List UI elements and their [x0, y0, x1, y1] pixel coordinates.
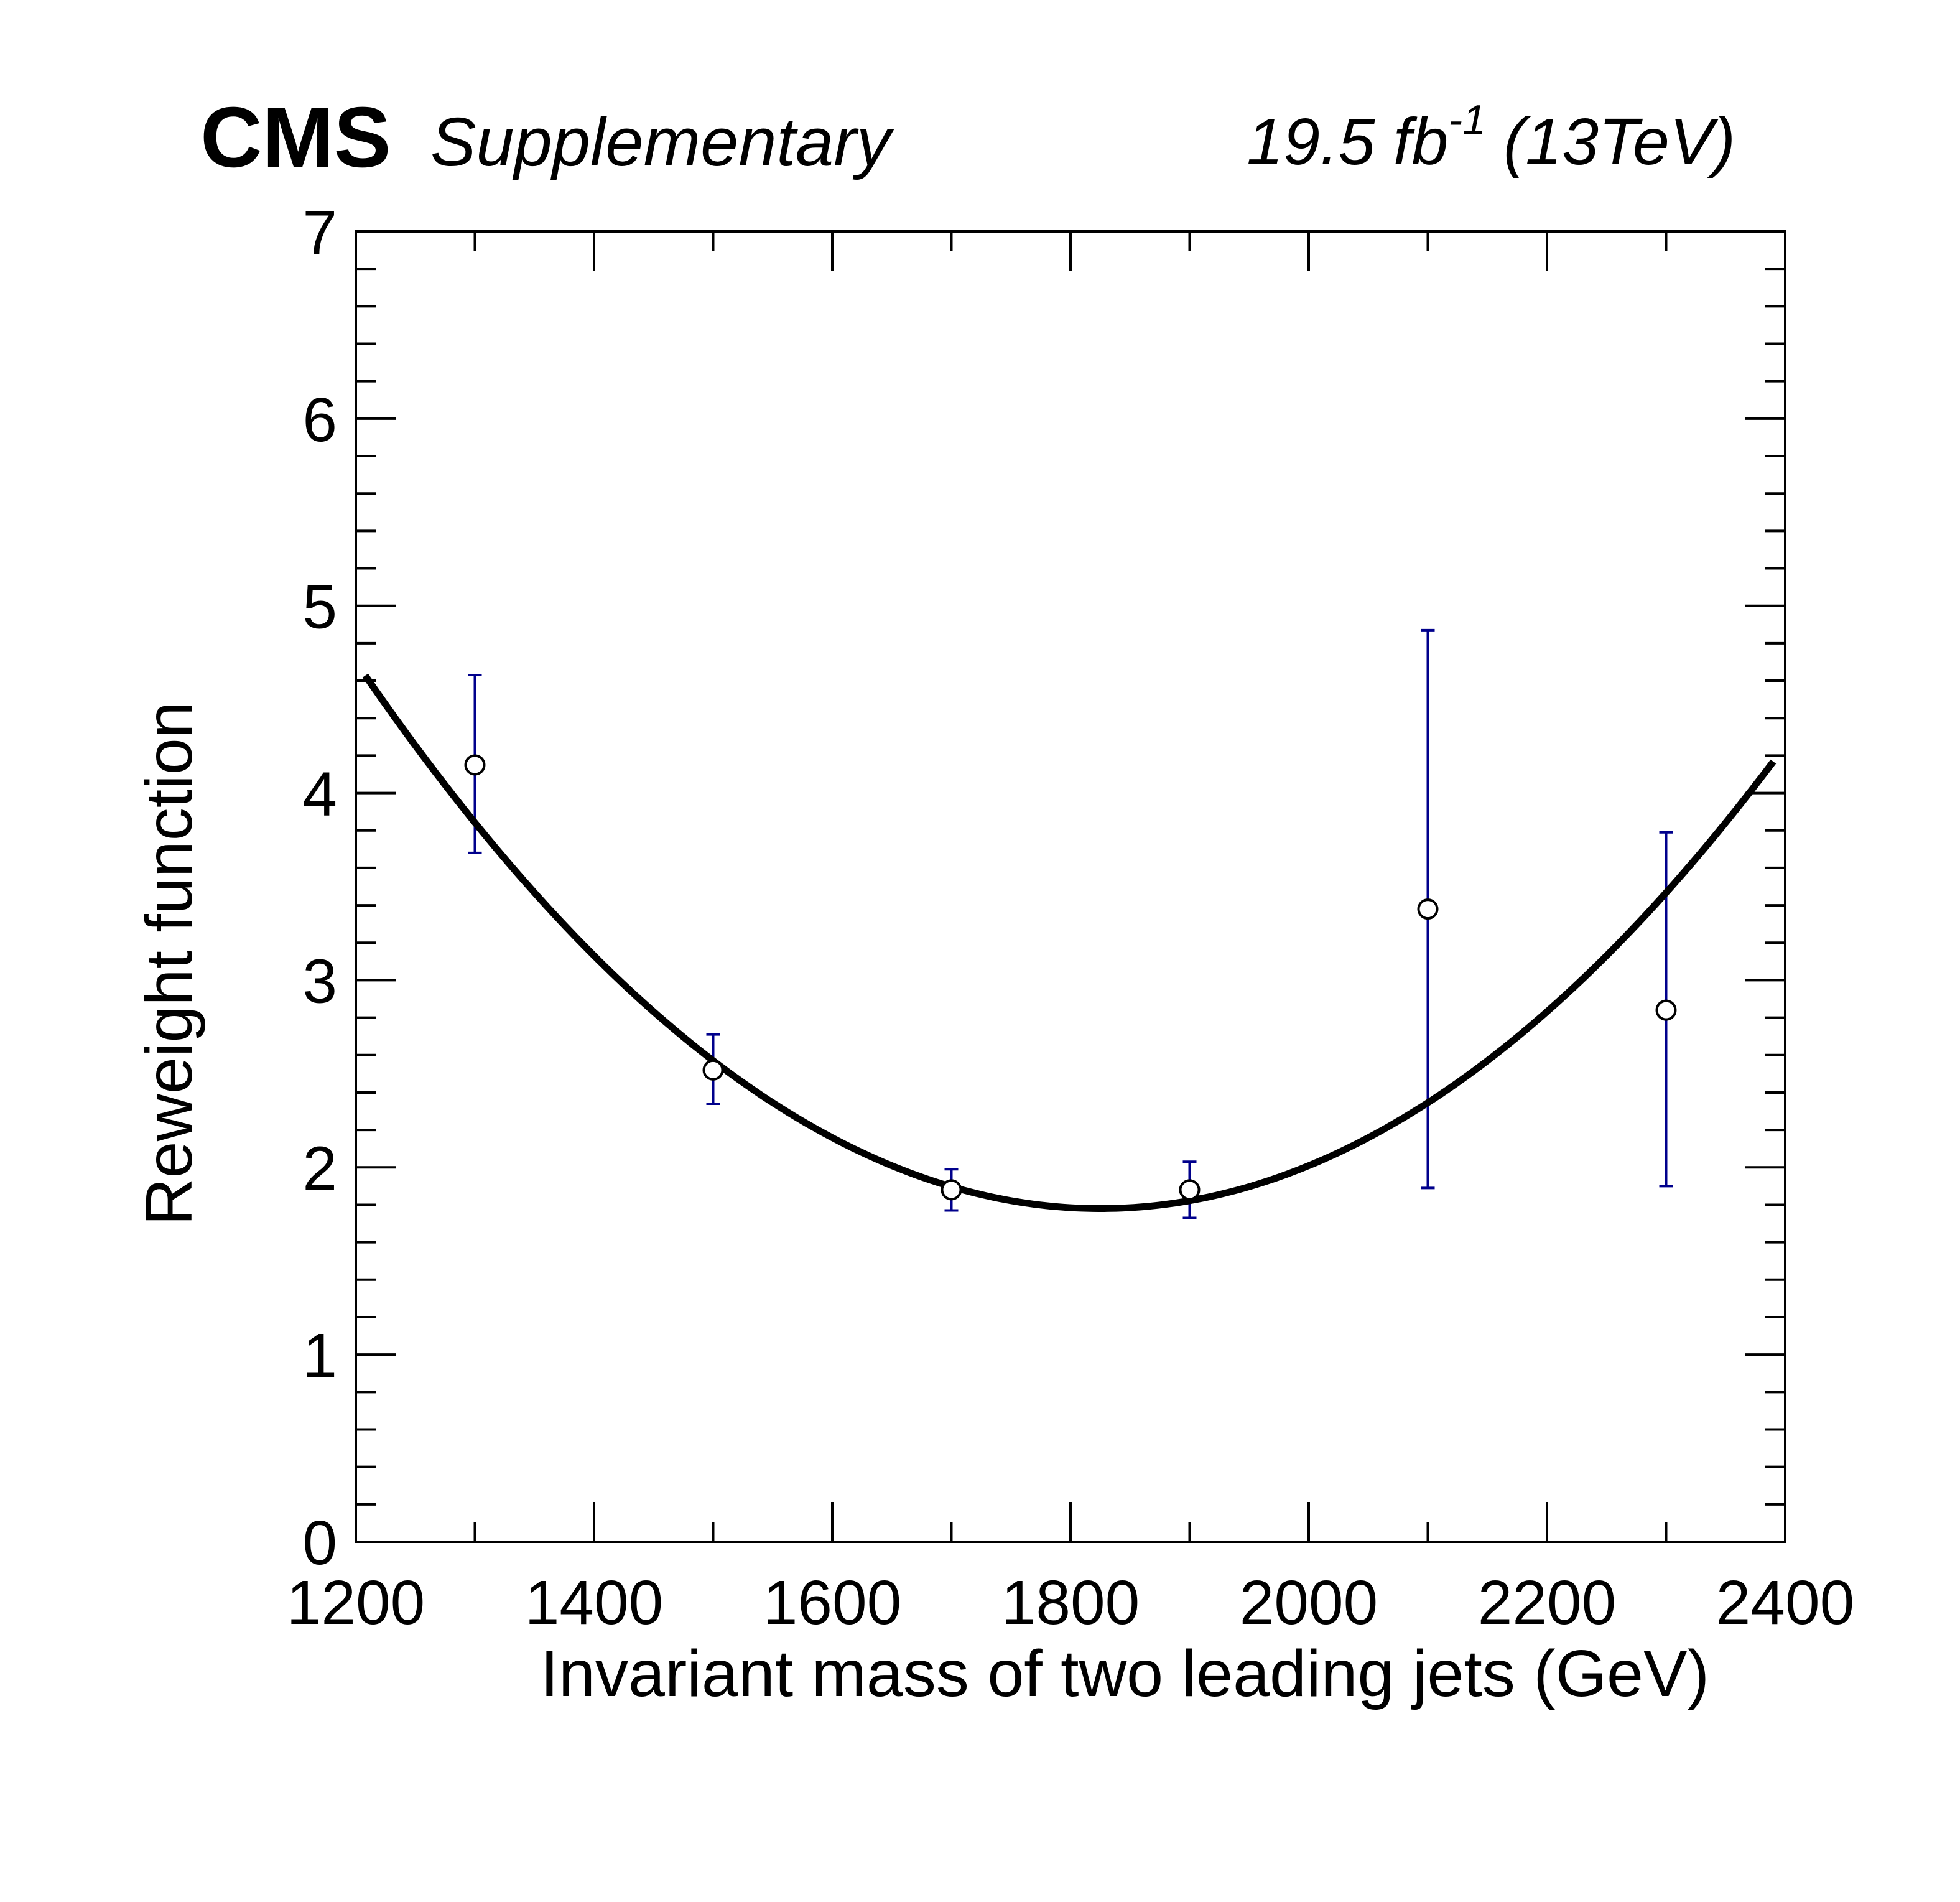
plot-frame — [355, 230, 1786, 1543]
error-bar — [468, 674, 482, 854]
y-tick-label: 6 — [302, 385, 337, 455]
data-point — [464, 754, 486, 776]
error-bar — [1421, 628, 1435, 1190]
x-tick-label: 1600 — [763, 1568, 901, 1638]
energy-label: (13TeV) — [1503, 105, 1735, 179]
lumi-exponent: -1 — [1448, 96, 1485, 144]
data-point — [1417, 898, 1439, 920]
fit-curve — [362, 673, 1777, 1212]
luminosity-label: 19.5 fb-1 (13TeV) — [1247, 96, 1735, 179]
lumi-value: 19.5 fb — [1247, 105, 1448, 179]
x-tick-label: 1800 — [1001, 1568, 1140, 1638]
y-tick-label: 2 — [302, 1134, 337, 1203]
y-tick-label: 0 — [302, 1508, 337, 1578]
data-point — [1179, 1179, 1201, 1201]
experiment-label: CMS — [200, 90, 391, 185]
data-markers — [464, 754, 1677, 1201]
y-tick-label: 4 — [302, 760, 337, 829]
x-tick-label: 2400 — [1716, 1568, 1854, 1638]
y-axis-title: Reweight function — [132, 701, 206, 1226]
error-bar — [1659, 831, 1673, 1188]
y-tick-label: 1 — [302, 1321, 337, 1391]
error-bar — [944, 1168, 959, 1212]
x-tick-label: 2000 — [1240, 1568, 1378, 1638]
y-tick-label: 7 — [302, 198, 337, 268]
error-bar — [706, 1033, 720, 1105]
error-bars — [468, 628, 1673, 1219]
y-tick-label: 3 — [302, 946, 337, 1016]
x-axis-title: Invariant mass of two leading jets (GeV) — [541, 1637, 1709, 1710]
data-point — [941, 1179, 962, 1201]
supplementary-label: Supplementary — [430, 104, 894, 180]
data-point — [702, 1059, 724, 1081]
x-tick-label: 1400 — [525, 1568, 663, 1638]
x-tick-label: 1200 — [287, 1568, 425, 1638]
x-tick-label: 2200 — [1478, 1568, 1616, 1638]
data-point — [1655, 999, 1677, 1021]
y-tick-label: 5 — [302, 572, 337, 642]
axis-tick-labels: 1200 1400 1600 1800 2000 2200 2400 0 1 2 3 4 5 6 7 — [287, 198, 1854, 1638]
